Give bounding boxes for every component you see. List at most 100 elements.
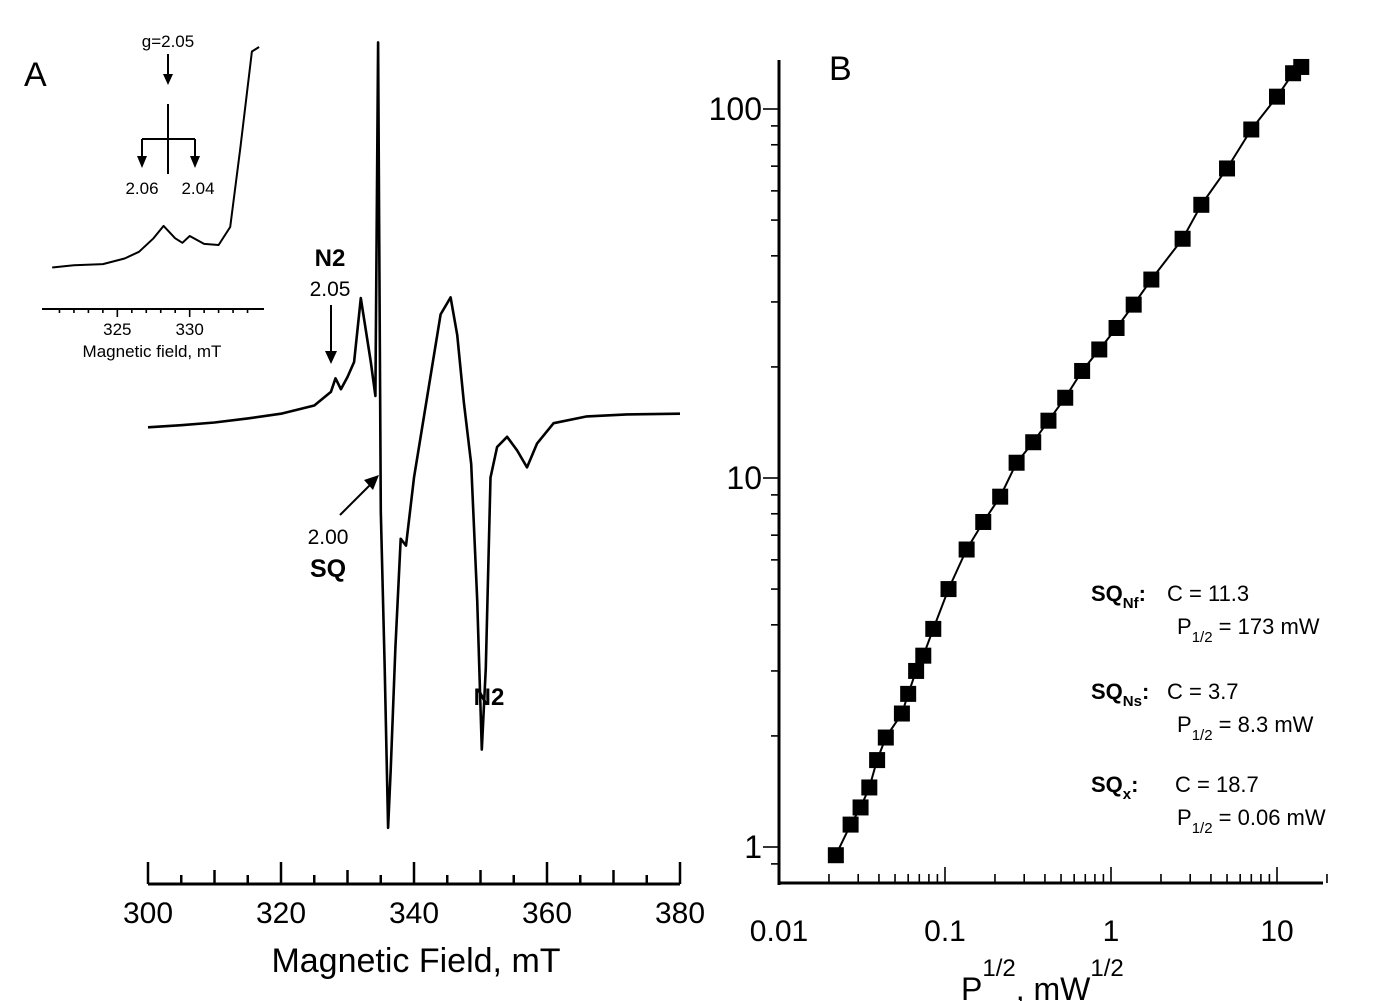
legend-ns-c: C = 3.7 bbox=[1167, 679, 1239, 704]
legend-ns-name: SQ bbox=[1091, 679, 1123, 704]
x-title-unit: , mW bbox=[1016, 971, 1091, 1001]
legend-x-p: P bbox=[1177, 805, 1192, 830]
data-point bbox=[1074, 362, 1091, 379]
x-title-p-sup: 1/2 bbox=[982, 955, 1015, 982]
x-title-p: P bbox=[961, 971, 982, 1001]
legend-ns-p-val: = 8.3 mW bbox=[1213, 712, 1314, 737]
svg-text:P1/2 = 173 mW: P1/2 = 173 mW bbox=[1177, 614, 1320, 646]
inset-split-left-head bbox=[137, 156, 147, 168]
inset-x-axis-title: Magnetic field, mT bbox=[83, 342, 222, 361]
data-point bbox=[915, 647, 932, 664]
legend-nf-p-val: = 173 mW bbox=[1213, 614, 1320, 639]
svg-text:P1/2 = 8.3 mW: P1/2 = 8.3 mW bbox=[1177, 712, 1314, 744]
n2-low-field-g-value: 2.05 bbox=[310, 278, 351, 301]
sq-arrow-head bbox=[364, 475, 379, 490]
panel-b-label: B bbox=[829, 50, 852, 88]
sq-g-value: 2.00 bbox=[308, 526, 349, 549]
data-point bbox=[992, 488, 1009, 505]
data-point bbox=[827, 847, 844, 864]
data-point bbox=[1293, 58, 1310, 75]
legend-x-p-sub: 1/2 bbox=[1192, 820, 1213, 837]
inset-x-tick-label: 325 bbox=[103, 320, 131, 339]
panel-a-x-tick-label: 300 bbox=[123, 897, 173, 930]
data-point bbox=[1091, 341, 1108, 358]
data-points bbox=[827, 58, 1310, 864]
x-title-unit-sup: 1/2 bbox=[1090, 955, 1123, 982]
panel-a-x-axis-title: Magnetic Field, mT bbox=[271, 942, 560, 980]
panel-a-annotations: N2 2.05 2.00 SQ N2 bbox=[308, 245, 505, 711]
data-point bbox=[1219, 160, 1236, 177]
data-point bbox=[940, 581, 957, 598]
panel-a-x-tick-label: 340 bbox=[389, 897, 439, 930]
panel-a-x-tick-label: 360 bbox=[522, 897, 572, 930]
data-point bbox=[1174, 230, 1191, 247]
legend-x-name: SQ bbox=[1091, 772, 1123, 797]
n2-low-field-label: N2 bbox=[315, 245, 346, 272]
inset-split-right-head bbox=[190, 156, 200, 168]
data-point bbox=[1008, 454, 1025, 471]
legend-entry-x: SQx: C = 18.7 P1/2 = 0.06 mW bbox=[1091, 772, 1326, 837]
svg-text:SQNf:: SQNf: bbox=[1091, 581, 1146, 612]
panel-b-x-tick-label: 0.01 bbox=[750, 915, 808, 948]
data-point bbox=[1125, 296, 1142, 313]
data-point bbox=[861, 779, 878, 796]
inset-spectrum-trace bbox=[52, 46, 260, 269]
legend-x-c: C = 18.7 bbox=[1175, 772, 1259, 797]
panel-a-label: A bbox=[24, 56, 47, 94]
legend-ns-p-sub: 1/2 bbox=[1192, 727, 1213, 744]
inset-split-label-right: 2.04 bbox=[181, 179, 214, 198]
data-point bbox=[1040, 412, 1057, 429]
panel-b-x-axis-title: P1/2, mW1/2 bbox=[961, 955, 1124, 1001]
data-point bbox=[852, 799, 869, 816]
sq-arrow bbox=[339, 481, 374, 516]
panel-a: A 300 320 340 360 380 Magnetic Field, mT N2 … bbox=[24, 32, 705, 980]
legend-ns-p: P bbox=[1177, 712, 1192, 737]
panel-b-y-tick-label: 100 bbox=[709, 91, 762, 127]
data-point bbox=[900, 685, 917, 702]
data-point bbox=[1108, 319, 1125, 336]
epr-spectrum-trace bbox=[147, 41, 681, 830]
data-point bbox=[975, 513, 992, 530]
panel-a-inset: 325 330 Magnetic field, mT g=2.05 2.06 2.… bbox=[42, 32, 264, 361]
data-point bbox=[1057, 389, 1074, 406]
n2-high-field-label: N2 bbox=[474, 684, 505, 711]
legend-ns-sub: Ns bbox=[1123, 693, 1142, 710]
data-point bbox=[958, 541, 975, 558]
data-point bbox=[1269, 88, 1285, 105]
inset-g-label: g=2.05 bbox=[142, 32, 194, 51]
n2-arrow-head bbox=[325, 351, 337, 364]
data-point bbox=[869, 752, 886, 769]
legend-entry-nf: SQNf: C = 11.3 P1/2 = 173 mW bbox=[1091, 581, 1320, 646]
panel-a-x-axis: 300 320 340 360 380 Magnetic Field, mT bbox=[123, 862, 705, 980]
sq-label: SQ bbox=[310, 555, 346, 583]
svg-text:SQNs:: SQNs: bbox=[1091, 679, 1149, 710]
panel-b-y-tick-label: 1 bbox=[744, 829, 762, 865]
data-point bbox=[1025, 434, 1042, 451]
data-point bbox=[925, 620, 942, 637]
svg-text:P1/2 = 0.06 mW: P1/2 = 0.06 mW bbox=[1177, 805, 1326, 837]
inset-split-label-left: 2.06 bbox=[125, 179, 158, 198]
data-point bbox=[1243, 121, 1260, 138]
legend-nf-sub: Nf bbox=[1123, 595, 1140, 612]
data-point bbox=[1143, 271, 1160, 288]
inset-x-tick-label: 330 bbox=[175, 320, 203, 339]
data-point bbox=[893, 705, 910, 722]
panel-b-x-tick-label: 1 bbox=[1103, 915, 1120, 948]
data-point bbox=[842, 816, 859, 833]
panel-b-y-tick-label: 10 bbox=[726, 460, 762, 496]
legend-x-p-val: = 0.06 mW bbox=[1213, 805, 1326, 830]
data-point bbox=[908, 662, 925, 679]
inset-g-arrow-head bbox=[163, 74, 173, 85]
legend-nf-c: C = 11.3 bbox=[1167, 581, 1249, 606]
legend: SQNf: C = 11.3 P1/2 = 173 mW SQNs: C = 3… bbox=[1091, 581, 1326, 837]
panel-a-x-tick-label: 320 bbox=[256, 897, 306, 930]
panel-b-axes: 1 10 100 0.01 0.1 1 10 bbox=[709, 60, 1328, 948]
legend-x-sub: x bbox=[1123, 786, 1132, 803]
panel-b-x-tick-label: 0.1 bbox=[924, 915, 966, 948]
legend-nf-name: SQ bbox=[1091, 581, 1123, 606]
legend-entry-ns: SQNs: C = 3.7 P1/2 = 8.3 mW bbox=[1091, 679, 1314, 744]
panel-a-x-tick-label: 380 bbox=[655, 897, 705, 930]
data-point bbox=[877, 729, 894, 746]
